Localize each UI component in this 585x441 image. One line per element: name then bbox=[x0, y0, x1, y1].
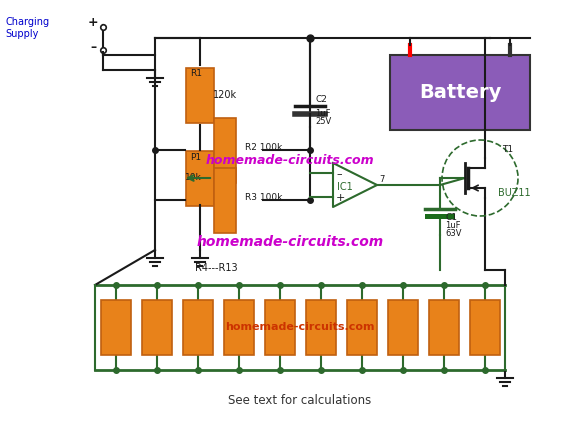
Text: homemade-circuits.com: homemade-circuits.com bbox=[197, 235, 384, 249]
FancyBboxPatch shape bbox=[428, 300, 459, 355]
Text: 10k: 10k bbox=[185, 173, 202, 183]
Text: R4---R13: R4---R13 bbox=[195, 263, 238, 273]
FancyBboxPatch shape bbox=[346, 300, 377, 355]
FancyBboxPatch shape bbox=[264, 300, 294, 355]
Text: +: + bbox=[336, 193, 345, 203]
FancyBboxPatch shape bbox=[186, 67, 214, 123]
FancyBboxPatch shape bbox=[470, 300, 500, 355]
FancyBboxPatch shape bbox=[214, 117, 236, 183]
Text: 120k: 120k bbox=[213, 90, 237, 100]
Text: homemade-circuits.com: homemade-circuits.com bbox=[225, 322, 375, 333]
Text: R2 100k: R2 100k bbox=[245, 143, 282, 153]
Text: –: – bbox=[90, 41, 96, 55]
Text: –: – bbox=[336, 169, 342, 179]
Text: 1uF: 1uF bbox=[315, 108, 331, 117]
Text: C2: C2 bbox=[315, 96, 327, 105]
Text: homemade-circuits.com: homemade-circuits.com bbox=[206, 153, 374, 167]
Text: 25V: 25V bbox=[315, 116, 331, 126]
Text: +: + bbox=[88, 15, 98, 29]
FancyBboxPatch shape bbox=[387, 300, 418, 355]
Text: See text for calculations: See text for calculations bbox=[228, 393, 371, 407]
Text: BUZ11: BUZ11 bbox=[498, 188, 531, 198]
FancyBboxPatch shape bbox=[425, 214, 455, 219]
FancyBboxPatch shape bbox=[186, 150, 214, 206]
Text: T1: T1 bbox=[502, 146, 513, 154]
Text: R3 100k: R3 100k bbox=[245, 194, 283, 202]
FancyBboxPatch shape bbox=[223, 300, 253, 355]
FancyBboxPatch shape bbox=[390, 55, 530, 130]
FancyBboxPatch shape bbox=[214, 168, 236, 232]
Text: Battery: Battery bbox=[419, 83, 501, 102]
Text: R1: R1 bbox=[190, 68, 202, 78]
Text: 63V: 63V bbox=[445, 228, 462, 238]
Text: C1: C1 bbox=[445, 213, 457, 221]
Text: P1: P1 bbox=[190, 153, 201, 162]
Text: Charging
Supply: Charging Supply bbox=[5, 17, 49, 39]
Text: IC1: IC1 bbox=[337, 182, 353, 192]
FancyBboxPatch shape bbox=[101, 300, 130, 355]
FancyBboxPatch shape bbox=[183, 300, 212, 355]
FancyBboxPatch shape bbox=[305, 300, 336, 355]
Text: 1uF: 1uF bbox=[445, 220, 460, 229]
FancyBboxPatch shape bbox=[142, 300, 171, 355]
Polygon shape bbox=[333, 163, 377, 207]
Text: 7: 7 bbox=[379, 175, 384, 183]
